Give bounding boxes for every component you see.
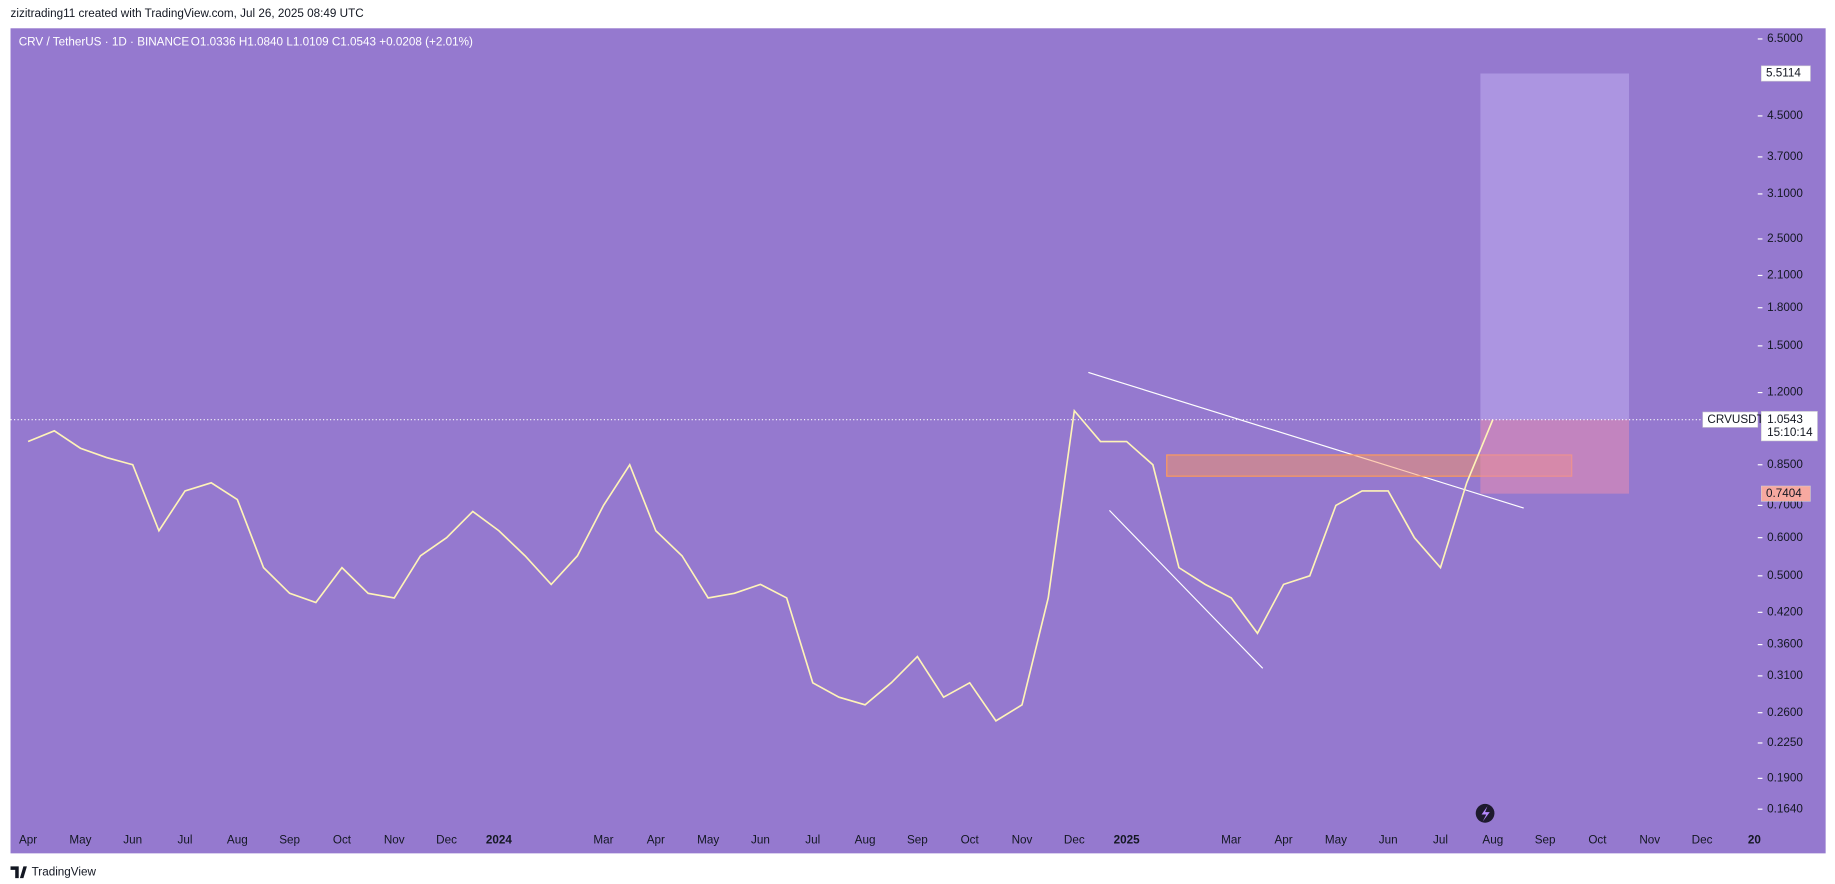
target-zone [1480, 73, 1630, 420]
flash-glyph [1481, 806, 1490, 822]
y-tick-label: 1.5000 [1767, 339, 1803, 352]
x-tick-label: Oct [333, 833, 352, 846]
x-tick-label: Jul [1433, 833, 1448, 846]
x-tick-label: Jun [1379, 833, 1398, 846]
x-tick-label: May [1325, 833, 1347, 846]
symbol-label: CRVUSDT [1707, 413, 1763, 426]
x-tick-label: Dec [1064, 833, 1085, 846]
symbol-title: CRV / TetherUS · 1D · BINANCE [19, 36, 190, 49]
y-tick-label: 3.7000 [1767, 150, 1803, 163]
y-tick-label: 0.1640 [1767, 802, 1803, 815]
x-tick-label: Oct [1588, 833, 1607, 846]
y-tick-label: 0.5000 [1767, 569, 1803, 582]
x-tick-label: Nov [1639, 833, 1660, 846]
y-tick-label: 6.5000 [1767, 32, 1803, 45]
x-tick-label: Aug [1482, 833, 1503, 846]
x-tick-label: Jun [751, 833, 770, 846]
y-tick-label: 0.3600 [1767, 638, 1803, 651]
stop-label: 0.7404 [1766, 487, 1802, 500]
x-tick-label: Jun [123, 833, 142, 846]
x-tick-label: Aug [227, 833, 248, 846]
x-tick-label: 2025 [1114, 833, 1140, 846]
y-tick-label: 0.3100 [1767, 669, 1803, 682]
last-price-label: 1.0543 [1767, 413, 1803, 426]
header: zizitrading11 created with TradingView.c… [11, 7, 365, 20]
x-tick-label: Jul [178, 833, 193, 846]
x-tick-label: Sep [1535, 833, 1556, 846]
x-tick-label: Nov [1012, 833, 1033, 846]
y-tick-label: 0.2600 [1767, 706, 1803, 719]
x-tick-label: May [69, 833, 91, 846]
y-tick-label: 0.4200 [1767, 605, 1803, 618]
last-price-box [1760, 411, 1818, 442]
price-line [27, 408, 1494, 722]
x-tick-label: Mar [593, 833, 613, 846]
trendline [1088, 371, 1524, 509]
y-tick-label: 4.5000 [1767, 109, 1803, 122]
footer: TradingView [32, 865, 97, 878]
x-tick-label: Sep [279, 833, 300, 846]
x-tick-label: Sep [907, 833, 928, 846]
x-tick-label: Nov [384, 833, 405, 846]
target-label-box [1760, 65, 1811, 82]
y-tick-label: 0.8500 [1767, 458, 1803, 471]
y-tick-label: 1.8000 [1767, 301, 1803, 314]
y-tick-label: 0.7000 [1767, 498, 1803, 511]
stop-zone [1480, 419, 1630, 494]
ohlc: O1.0336 H1.0840 L1.0109 C1.0543 +0.0208 … [191, 36, 473, 49]
symbol-label-box [1702, 411, 1759, 428]
x-tick-label: Mar [1221, 833, 1241, 846]
y-tick-label: 0.6000 [1767, 531, 1803, 544]
y-tick-label: 0.2250 [1767, 736, 1803, 749]
y-tick-label: 1.2000 [1767, 386, 1803, 399]
x-tick-label: Aug [855, 833, 876, 846]
target-label: 5.5114 [1766, 67, 1801, 80]
y-tick-label: 2.5000 [1767, 232, 1803, 245]
x-tick-label: Dec [436, 833, 457, 846]
x-tick-label: Oct [961, 833, 980, 846]
x-tick-label: 2024 [486, 833, 512, 846]
stop-label-box [1760, 485, 1811, 502]
x-tick-label: May [697, 833, 719, 846]
x-tick-label: 20 [1748, 833, 1761, 846]
brand [10, 866, 27, 879]
y-tick-label: 3.1000 [1767, 187, 1803, 200]
y-tick-label: 0.1900 [1767, 771, 1803, 784]
x-tick-label: Apr [19, 833, 37, 846]
x-tick-label: Apr [1274, 833, 1292, 846]
legend: CRV / TetherUS · 1D · BINANCE O1.0336 H1… [19, 36, 473, 49]
trendline [1109, 509, 1264, 669]
countdown: 15:10:14 [1767, 426, 1813, 439]
x-tick-label: Dec [1692, 833, 1713, 846]
y-tick-label: 2.1000 [1767, 269, 1803, 282]
x-tick-label: Jul [805, 833, 820, 846]
x-tick-label: Apr [647, 833, 665, 846]
